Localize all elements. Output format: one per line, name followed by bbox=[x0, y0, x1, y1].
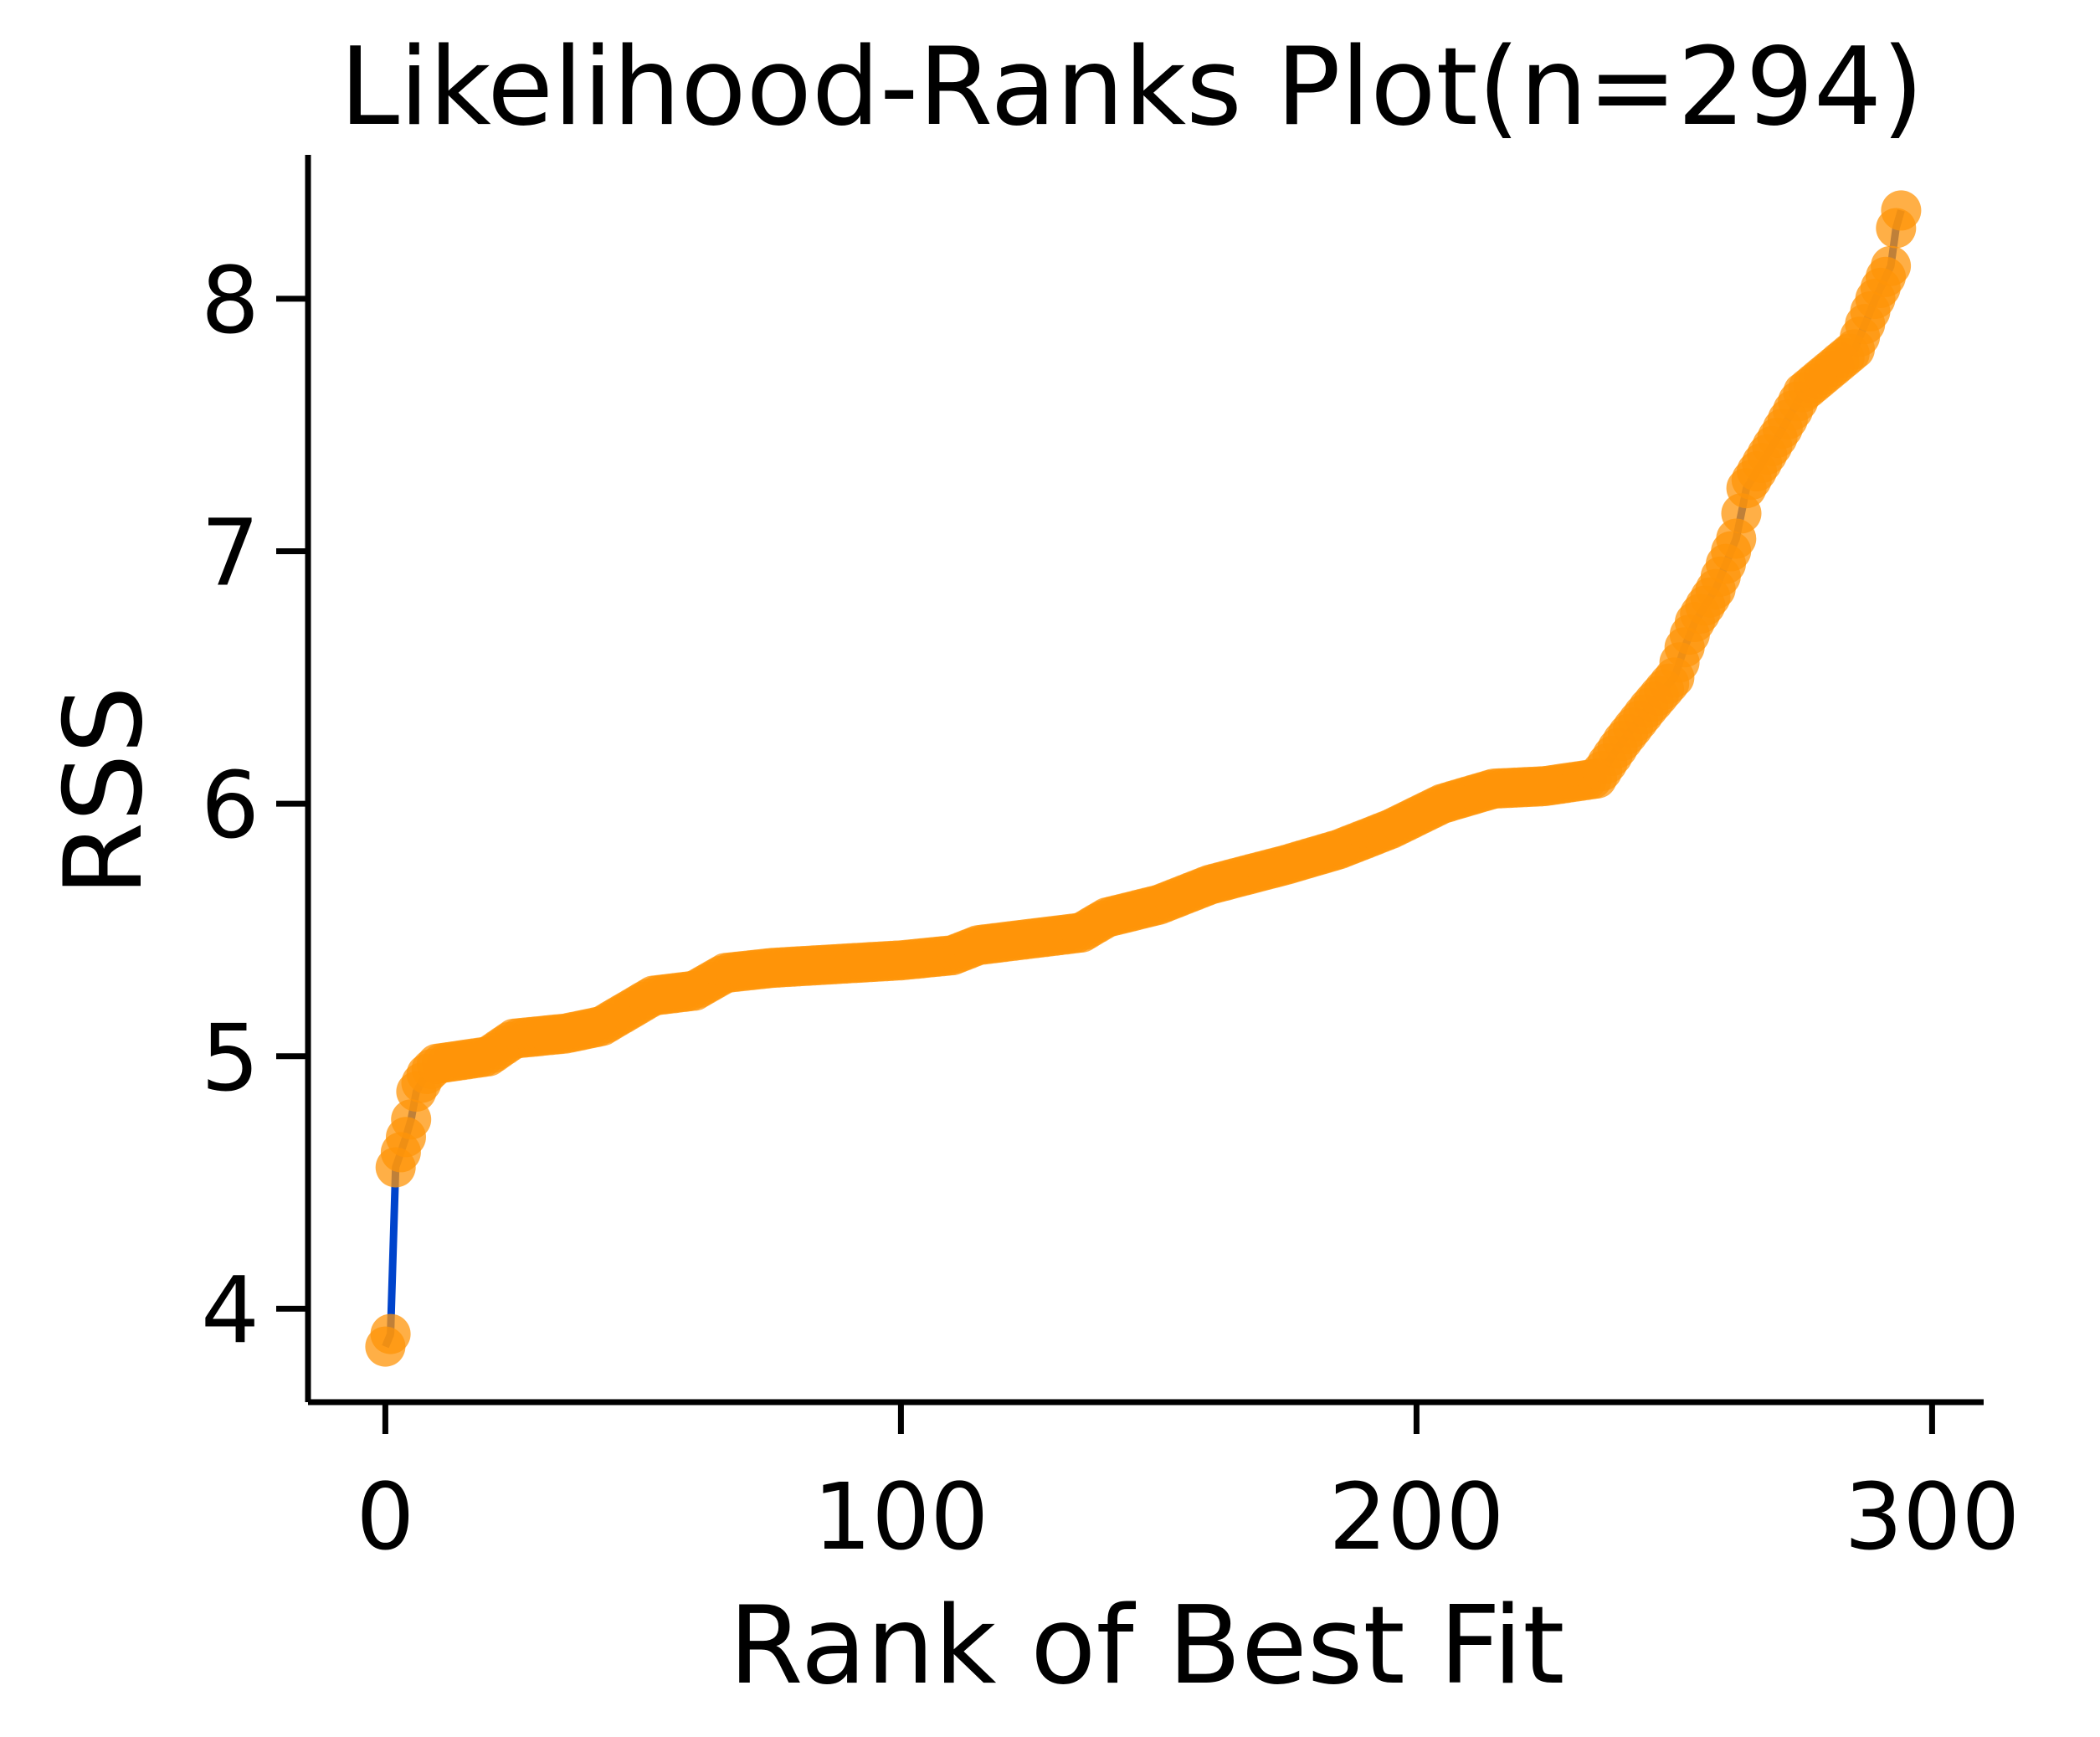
chart-title: Likelihood-Ranks Plot(n=294) bbox=[340, 25, 1924, 150]
y-tick-label: 8 bbox=[201, 247, 259, 354]
y-tick-label: 7 bbox=[201, 500, 259, 607]
x-tick-label: 100 bbox=[813, 1463, 988, 1570]
axes: 0 100 200 300 4 5 6 7 8 bbox=[201, 155, 2020, 1570]
y-axis-label: RSS bbox=[42, 686, 167, 896]
y-tick-label: 5 bbox=[201, 1005, 259, 1112]
x-tick-label: 0 bbox=[356, 1463, 414, 1570]
plot-area bbox=[365, 190, 1922, 1367]
data-point bbox=[1881, 190, 1922, 231]
x-tick-label: 200 bbox=[1328, 1463, 1504, 1570]
data-point bbox=[370, 1313, 411, 1354]
data-point bbox=[1871, 245, 1912, 286]
y-tick-label: 4 bbox=[201, 1256, 259, 1364]
y-tick-label: 6 bbox=[201, 752, 259, 859]
x-tick-label: 300 bbox=[1844, 1463, 2020, 1570]
x-axis-label: Rank of Best Fit bbox=[729, 1584, 1565, 1709]
rss-line bbox=[382, 209, 1905, 1349]
